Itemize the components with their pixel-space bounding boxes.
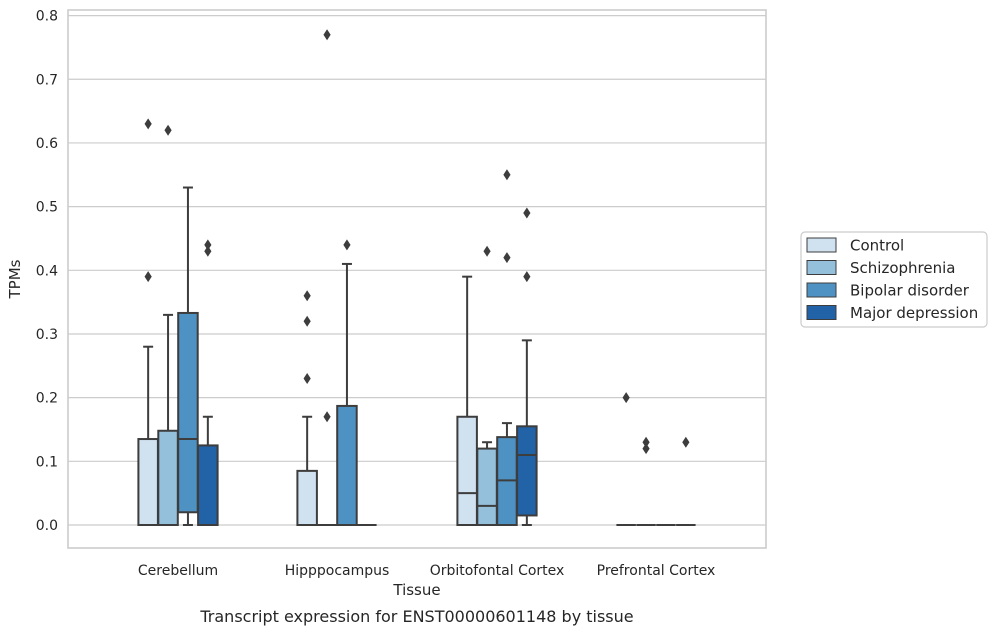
box bbox=[177, 186, 199, 526]
box-series bbox=[137, 29, 696, 527]
box-body bbox=[157, 429, 179, 526]
box bbox=[197, 239, 219, 526]
box bbox=[476, 245, 498, 526]
y-tick-label: 0.1 bbox=[36, 454, 58, 470]
legend-item: Control bbox=[806, 237, 904, 255]
box bbox=[317, 29, 337, 526]
outlier-point bbox=[303, 315, 311, 327]
x-tick-label: Orbitofontal Cortex bbox=[430, 563, 565, 579]
y-tick-label: 0.8 bbox=[36, 9, 58, 25]
y-tick-label: 0.7 bbox=[36, 72, 58, 88]
legend-item: Bipolar disorder bbox=[806, 282, 970, 300]
box-body bbox=[197, 444, 219, 526]
y-axis-ticks: 0.0 0.1 0.2 0.3 0.4 0.5 0.6 0.7 0.8 bbox=[36, 9, 58, 534]
outlier-point bbox=[303, 290, 311, 302]
y-tick-label: 0.3 bbox=[36, 327, 58, 343]
x-axis-label: Tissue bbox=[392, 581, 440, 599]
box bbox=[296, 290, 318, 526]
legend-label: Schizophrenia bbox=[850, 259, 955, 277]
outlier-point bbox=[523, 271, 531, 283]
legend-frame bbox=[800, 231, 988, 328]
box bbox=[676, 436, 696, 526]
box bbox=[336, 239, 358, 527]
legend-swatch bbox=[806, 282, 837, 298]
legend-swatch bbox=[806, 260, 837, 275]
outlier-point bbox=[323, 29, 331, 41]
legend-swatch bbox=[806, 305, 837, 320]
outlier-point bbox=[303, 373, 311, 385]
y-axis-label: TPMs bbox=[6, 259, 24, 299]
outlier-point bbox=[144, 271, 152, 283]
outlier-point bbox=[503, 169, 511, 181]
series-bipolar-disorder bbox=[177, 169, 676, 527]
box bbox=[516, 207, 538, 526]
box-body bbox=[137, 438, 159, 527]
box bbox=[636, 436, 656, 526]
outlier-point bbox=[503, 252, 511, 264]
y-tick-label: 0.6 bbox=[36, 136, 58, 152]
y-tick-label: 0.0 bbox=[36, 518, 58, 534]
outlier-point bbox=[642, 443, 650, 455]
legend-label: Bipolar disorder bbox=[850, 282, 970, 300]
outlier-point bbox=[682, 436, 690, 448]
legend: Control Schizophrenia Bipolar disorder Majo… bbox=[800, 231, 988, 328]
x-tick-label: Hipppocampus bbox=[285, 563, 390, 579]
box bbox=[137, 118, 159, 527]
outlier-point bbox=[204, 245, 212, 257]
outlier-point bbox=[204, 239, 212, 251]
series-major-depression bbox=[197, 207, 696, 526]
y-tick-label: 0.2 bbox=[36, 391, 58, 407]
legend-label: Major depression bbox=[850, 304, 978, 322]
y-tick-label: 0.4 bbox=[36, 263, 58, 279]
series-control bbox=[137, 118, 636, 527]
x-tick-label: Cerebellum bbox=[138, 563, 218, 579]
outlier-point bbox=[622, 392, 630, 404]
x-axis-ticks: Cerebellum Hipppocampus Orbitofontal Corte… bbox=[138, 563, 715, 579]
legend-item: Major depression bbox=[806, 304, 978, 322]
box bbox=[616, 392, 636, 526]
outlier-point bbox=[642, 436, 650, 448]
legend-item: Schizophrenia bbox=[806, 259, 955, 277]
outlier-point bbox=[144, 118, 152, 130]
outlier-point bbox=[164, 124, 172, 136]
box-body bbox=[336, 404, 358, 527]
legend-label: Control bbox=[850, 237, 904, 255]
y-tick-label: 0.5 bbox=[36, 200, 58, 216]
outlier-point bbox=[523, 207, 531, 219]
box bbox=[157, 124, 179, 526]
outlier-point bbox=[343, 239, 351, 251]
legend-swatch bbox=[806, 237, 837, 253]
outlier-point bbox=[323, 411, 331, 423]
box bbox=[496, 169, 518, 527]
box bbox=[456, 275, 478, 526]
box-body bbox=[476, 447, 498, 526]
box-body bbox=[516, 425, 538, 517]
box-body bbox=[177, 311, 199, 514]
chart-caption: Transcript expression for ENST0000060114… bbox=[199, 607, 633, 626]
series-schizophrenia bbox=[157, 29, 656, 526]
outlier-point bbox=[483, 245, 491, 257]
x-tick-label: Prefrontal Cortex bbox=[597, 563, 716, 579]
box-body bbox=[296, 469, 318, 526]
plot-frame bbox=[67, 9, 767, 549]
box-body bbox=[456, 415, 478, 526]
